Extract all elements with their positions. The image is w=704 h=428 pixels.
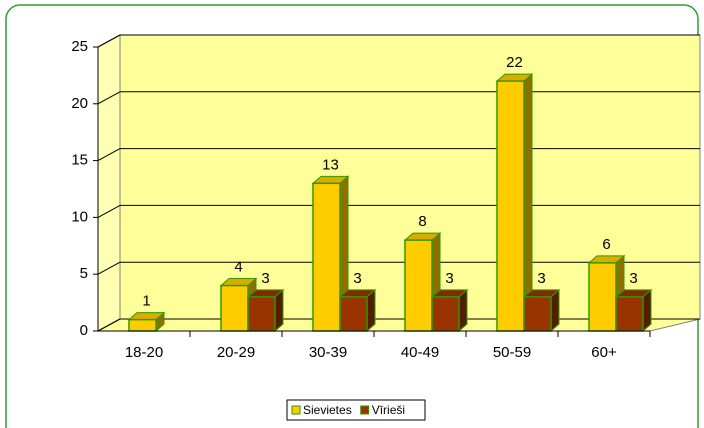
bar	[338, 288, 377, 333]
bar-front	[404, 239, 433, 332]
value-label: 22	[506, 54, 523, 71]
y-tick-label: 15	[71, 152, 88, 169]
legend-box	[286, 399, 426, 421]
value-label: 4	[234, 259, 242, 276]
value-label: 3	[445, 270, 453, 287]
bar-front	[523, 296, 552, 332]
grid-line	[97, 261, 121, 275]
bar-front	[247, 296, 276, 332]
value-label: 6	[602, 236, 610, 253]
grid-line	[97, 148, 121, 162]
value-label: 8	[418, 213, 426, 230]
grid-line	[97, 204, 121, 218]
value-label: 3	[629, 270, 637, 287]
side-wall	[97, 34, 121, 332]
bar	[311, 175, 350, 333]
bar	[127, 311, 166, 333]
legend-label: Vīrieši	[372, 403, 405, 417]
value-label: 3	[261, 270, 269, 287]
grid-line	[97, 91, 121, 105]
legend-swatch	[360, 405, 370, 415]
bar-front	[496, 80, 525, 332]
bar-front	[339, 296, 368, 332]
bar-front	[431, 296, 460, 332]
grid-line	[97, 318, 121, 332]
y-tick-label: 20	[71, 95, 88, 112]
y-tick-label: 10	[71, 208, 88, 225]
bar-front	[128, 318, 157, 332]
value-label: 3	[537, 270, 545, 287]
x-tick-label: 60+	[591, 344, 617, 361]
bar-front	[220, 284, 249, 332]
bar	[614, 288, 653, 333]
y-tick-label: 5	[80, 265, 88, 282]
y-tick-label: 0	[80, 322, 88, 339]
x-tick-label: 50-59	[493, 344, 531, 361]
x-tick-label: 40-49	[401, 344, 439, 361]
bar-front	[312, 182, 341, 332]
value-label: 1	[142, 293, 150, 310]
y-tick-label: 25	[71, 38, 88, 55]
value-label: 13	[322, 156, 339, 173]
value-label: 3	[353, 270, 361, 287]
x-tick-label: 30-39	[309, 344, 347, 361]
bar	[495, 72, 534, 333]
bar-front	[615, 296, 644, 332]
legend-label: Sievietes	[303, 403, 352, 417]
bars: 1 4 3 13 3 8 3 22 3 6 3	[127, 54, 653, 333]
x-tick-label: 20-29	[217, 344, 255, 361]
legend-swatch	[291, 405, 301, 415]
bar	[430, 288, 469, 333]
legend: Sievietes Vīrieši	[286, 399, 426, 421]
x-tick-label: 18-20	[125, 344, 163, 361]
bar	[522, 288, 561, 333]
bar-front	[588, 262, 617, 332]
grid-line	[97, 34, 121, 48]
bar	[246, 288, 285, 333]
